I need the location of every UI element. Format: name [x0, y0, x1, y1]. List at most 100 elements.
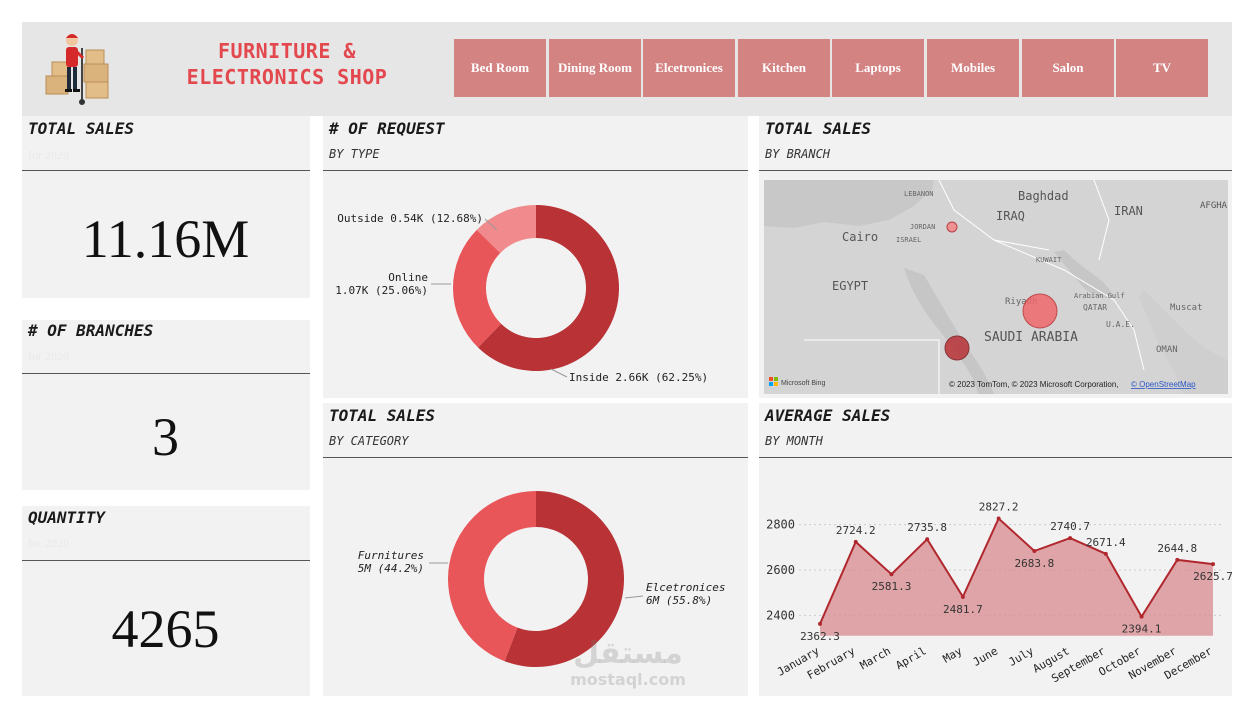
- branch-panel-subtitle: BY BRANCH: [765, 147, 831, 161]
- map-label-uae: U.A.E.: [1106, 320, 1135, 329]
- map-label-saudi-arabia: SAUDI ARABIA: [984, 330, 1078, 345]
- branch-bubble-jeddah[interactable]: [944, 335, 970, 361]
- data-point[interactable]: [925, 537, 930, 542]
- donut-leader-line: [484, 218, 498, 231]
- divider: [323, 457, 748, 458]
- kpi-total-sales-card: TOTAL SALES for 2020 11.16M: [22, 116, 310, 298]
- map-label-baghdad: Baghdad: [1018, 189, 1069, 203]
- map-label-jordan: JORDAN: [910, 223, 935, 231]
- data-label: 2625.7: [1193, 570, 1232, 583]
- nav-button-mobiles[interactable]: Mobiles: [927, 39, 1019, 97]
- divider: [22, 170, 310, 171]
- nav-button-salon[interactable]: Salon: [1022, 39, 1114, 97]
- donut-slice-inside[interactable]: [478, 205, 619, 371]
- map-label-iraq: IRAQ: [996, 209, 1025, 223]
- data-point[interactable]: [1032, 549, 1037, 554]
- donut-label-online-value: 1.07K (25.06%): [335, 284, 428, 297]
- nav-button-bed-room[interactable]: Bed Room: [454, 39, 546, 97]
- request-by-type-panel: # OF REQUEST BY TYPE Inside 2.66K (62.25…: [323, 116, 748, 398]
- y-tick-label: 2800: [766, 518, 795, 532]
- data-point[interactable]: [1103, 551, 1108, 556]
- donut-leader-line: [550, 368, 568, 378]
- branch-bubble-jordan[interactable]: [946, 221, 958, 233]
- kpi-total-sales-value: 11.16M: [81, 209, 250, 269]
- data-label: 2394.1: [1122, 623, 1162, 636]
- data-point[interactable]: [853, 539, 858, 544]
- data-point[interactable]: [1211, 562, 1215, 567]
- kpi-quantity-card: QUANTITY for 2020 4265: [22, 506, 310, 696]
- branch-bubble-riyadh[interactable]: [1022, 293, 1058, 329]
- nav-button-kitchen[interactable]: Kitchen: [738, 39, 830, 97]
- nav-button-dining-room[interactable]: Dining Room: [549, 39, 641, 97]
- map-label-iran: IRAN: [1114, 204, 1143, 218]
- delivery-person-boxes-icon: [45, 34, 109, 105]
- map-label-lebanon: LEBANON: [904, 190, 934, 198]
- donut-leader-line: [624, 595, 644, 599]
- map-label-riyadh: Riyadh: [1005, 297, 1038, 307]
- data-point[interactable]: [960, 594, 965, 599]
- kpi-quantity-title: QUANTITY: [28, 508, 106, 527]
- request-panel-title: # OF REQUEST: [329, 119, 445, 138]
- x-tick-label: April: [893, 644, 928, 672]
- map-label-afgha: AFGHA: [1200, 201, 1228, 211]
- donut-label-outside: Outside 0.54K (12.68%): [337, 212, 483, 225]
- openstreetmap-link[interactable]: © OpenStreetMap: [1131, 380, 1196, 389]
- donut-slice-online[interactable]: [453, 229, 502, 348]
- nav-button-laptops[interactable]: Laptops: [832, 39, 924, 97]
- data-label: 2740.7: [1050, 520, 1090, 533]
- watermark-latin: mostaql.com: [570, 670, 686, 689]
- data-point[interactable]: [889, 572, 894, 577]
- nav-button-electronics[interactable]: Elcetronices: [643, 39, 735, 97]
- data-label: 2827.2: [979, 501, 1019, 514]
- shop-title-line2: ELECTRONICS SHOP: [186, 65, 388, 89]
- sales-by-category-panel: TOTAL SALES BY CATEGORY Elcetronices 6M (…: [323, 403, 748, 696]
- divider: [759, 457, 1232, 458]
- branch-map[interactable]: LEBANON Baghdad IRAQ IRAN AFGHA JORDAN I…: [764, 180, 1228, 394]
- kpi-branches-value: 3: [152, 407, 179, 467]
- donut-slice-elcetronices[interactable]: [504, 491, 624, 667]
- x-tick-label: May: [941, 644, 965, 665]
- bing-label: Microsoft Bing: [781, 380, 825, 387]
- nav-button-tv[interactable]: TV: [1116, 39, 1208, 97]
- shop-title-line1: FURNITURE &: [218, 39, 356, 63]
- data-point[interactable]: [996, 516, 1001, 521]
- kpi-branches-card: # OF BRANCHES for 2020 3: [22, 320, 310, 490]
- data-point[interactable]: [1068, 536, 1073, 541]
- kpi-quantity-value: 4265: [111, 599, 220, 659]
- donut-slice-furnitures[interactable]: [448, 491, 536, 662]
- donut-label-furnitures-value: 5M (44.2%): [358, 562, 424, 575]
- map-label-oman: OMAN: [1156, 345, 1178, 355]
- data-label: 2362.3: [800, 630, 840, 643]
- data-point[interactable]: [1139, 614, 1144, 619]
- watermark: مستقل mostaql.com: [548, 636, 708, 688]
- map-label-israel: ISRAEL: [896, 236, 921, 244]
- x-tick-label: June: [971, 644, 1000, 669]
- data-label: 2644.8: [1157, 542, 1197, 555]
- month-panel-subtitle: BY MONTH: [765, 434, 823, 448]
- map-label-arabian-gulf: Arabian Gulf: [1074, 292, 1125, 300]
- donut-slice-outside[interactable]: [476, 205, 536, 253]
- data-label: 2581.3: [872, 580, 912, 593]
- month-panel-title: AVERAGE SALES: [765, 406, 891, 425]
- branch-panel-title: TOTAL SALES: [765, 119, 871, 138]
- category-panel-title: TOTAL SALES: [329, 406, 435, 425]
- map-label-egypt: EGYPT: [832, 279, 868, 293]
- series-line[interactable]: [819, 516, 1214, 625]
- data-point[interactable]: [818, 621, 822, 626]
- divider: [22, 373, 310, 374]
- average-sales-by-month-panel: AVERAGE SALES BY MONTH 2400 2600 2800 2362.…: [759, 403, 1232, 696]
- data-label: 2735.8: [907, 521, 947, 534]
- kpi-branches-title: # OF BRANCHES: [28, 321, 154, 340]
- y-tick-label: 2600: [766, 563, 795, 577]
- data-point[interactable]: [1175, 557, 1180, 562]
- sales-by-branch-panel: TOTAL SALES BY BRANCH LEBANON Baghdad IR…: [759, 116, 1232, 398]
- kpi-quantity-subtitle: for 2020: [28, 536, 69, 550]
- kpi-total-sales-subtitle: for 2020: [28, 148, 69, 162]
- donut-label-inside: Inside 2.66K (62.25%): [569, 371, 708, 384]
- map-label-cairo: Cairo: [842, 230, 878, 244]
- data-label: 2683.8: [1014, 557, 1054, 570]
- watermark-arabic: مستقل: [573, 636, 683, 671]
- data-label: 2671.4: [1086, 536, 1126, 549]
- donut-label-furnitures-name: Furnitures: [358, 549, 424, 562]
